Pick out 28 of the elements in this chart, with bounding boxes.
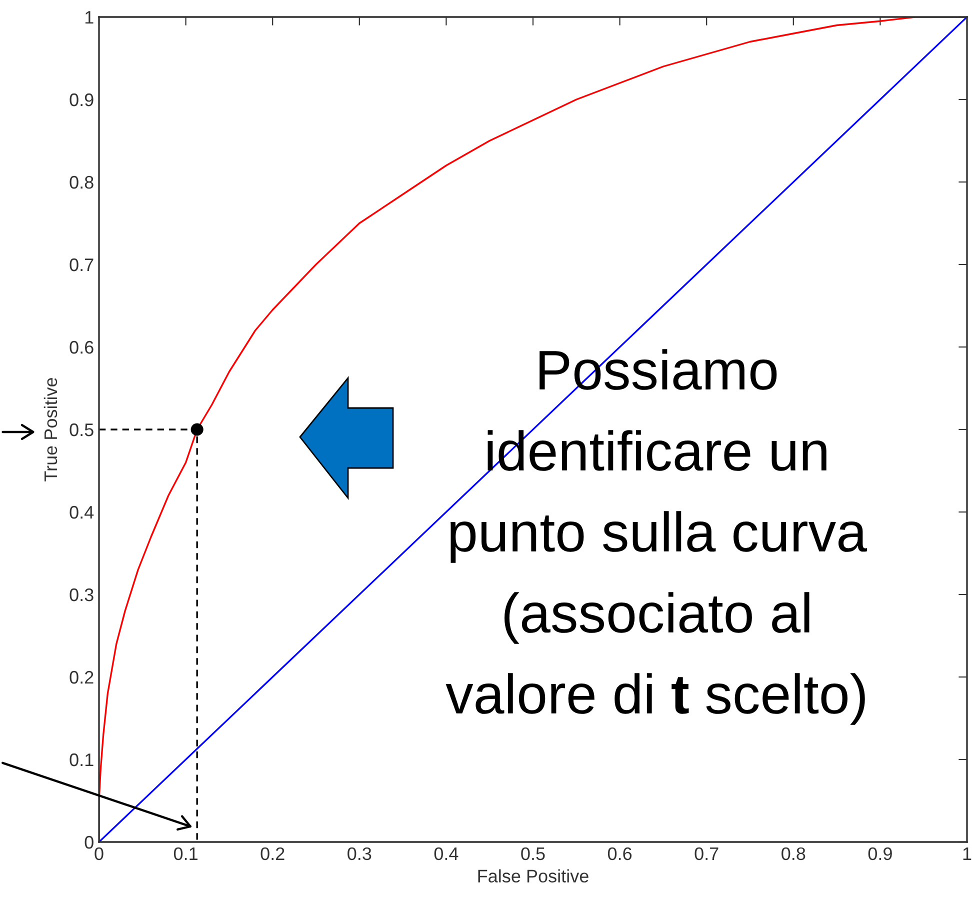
y-tick-label: 0.4	[70, 506, 94, 519]
x-tick-label: 0.7	[694, 847, 718, 860]
y-tick-label: 1	[85, 11, 94, 24]
y-tick-label: 0.8	[70, 176, 94, 189]
y-tick-label: 0.7	[70, 258, 94, 272]
annotation: scelto)	[706, 673, 865, 725]
x-tick-label: 0.1	[174, 847, 198, 860]
y-tick-label: 0	[84, 836, 94, 849]
y-axis-title: True Positive	[44, 378, 58, 482]
x-tick-label: 0.3	[348, 847, 372, 860]
annotation: valore di	[446, 673, 652, 714]
line-series	[99, 17, 967, 842]
y-tick-label: 0.5	[70, 423, 94, 436]
y-tick-label: 0.3	[70, 588, 94, 602]
x-tick-label: 0.4	[434, 847, 458, 860]
x-tick-label: 0.2	[260, 847, 284, 860]
x-tick-label: 0.9	[868, 847, 892, 860]
x-tick-label: 0.5	[521, 847, 545, 860]
x-tick-label: 0.8	[782, 847, 806, 860]
x-tick-label: 1	[963, 848, 972, 860]
x-tick-label: 0.6	[608, 847, 632, 860]
annotation: t	[672, 677, 689, 714]
y-tick-label: 0.9	[70, 93, 94, 106]
y-tick-label: 0.1	[70, 753, 94, 766]
x-axis-title: False Positive	[478, 869, 588, 883]
x-tick-label: 0	[94, 847, 104, 860]
y-tick-label: 0.2	[70, 670, 94, 684]
y-tick-label: 0.6	[70, 340, 94, 354]
